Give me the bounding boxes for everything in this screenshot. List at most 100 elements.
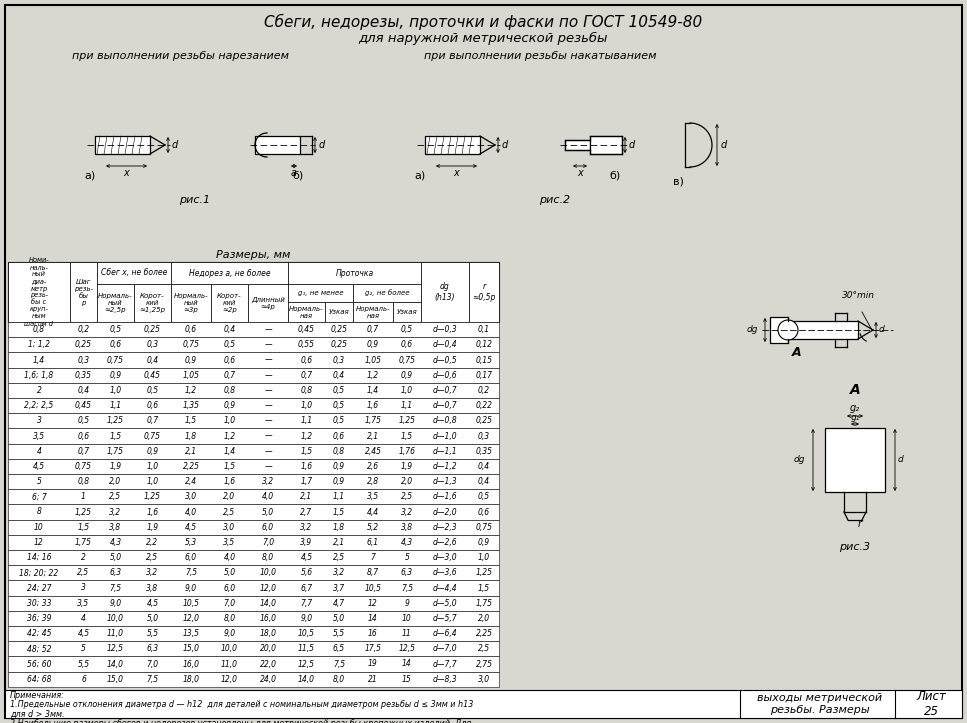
Text: 0,1: 0,1 xyxy=(478,325,490,334)
Text: 0,2: 0,2 xyxy=(77,325,90,334)
Text: 11,0: 11,0 xyxy=(107,629,124,638)
Text: dg
(h13): dg (h13) xyxy=(435,282,455,301)
Text: 3,8: 3,8 xyxy=(146,583,159,593)
Text: 0,7: 0,7 xyxy=(146,416,159,425)
Text: 6; 7: 6; 7 xyxy=(32,492,46,501)
Text: 6,0: 6,0 xyxy=(262,523,274,531)
Text: 7,0: 7,0 xyxy=(262,538,274,547)
Text: 11,0: 11,0 xyxy=(221,659,238,669)
Text: 14; 16: 14; 16 xyxy=(27,553,51,562)
Text: d—7,7: d—7,7 xyxy=(432,659,457,669)
Text: 1,5: 1,5 xyxy=(301,447,312,455)
Text: 0,5: 0,5 xyxy=(223,341,236,349)
Text: 0,8: 0,8 xyxy=(333,447,345,455)
Text: 1,76: 1,76 xyxy=(398,447,416,455)
Text: 3,9: 3,9 xyxy=(301,538,312,547)
Text: 12,5: 12,5 xyxy=(298,659,315,669)
Text: 3,5: 3,5 xyxy=(366,492,379,501)
Text: d—0,3: d—0,3 xyxy=(432,325,457,334)
Text: 10,5: 10,5 xyxy=(183,599,199,608)
Text: d—6,4: d—6,4 xyxy=(432,629,457,638)
Text: 5,0: 5,0 xyxy=(146,614,159,623)
Text: 0,45: 0,45 xyxy=(144,371,161,380)
Text: —: — xyxy=(264,386,272,395)
Bar xyxy=(171,262,288,284)
Text: 3,7: 3,7 xyxy=(333,583,345,593)
Text: 18; 20; 22: 18; 20; 22 xyxy=(19,568,59,577)
Text: 0,12: 0,12 xyxy=(476,341,492,349)
Text: б): б) xyxy=(609,171,621,181)
Text: 1,9: 1,9 xyxy=(146,523,159,531)
Bar xyxy=(248,284,288,322)
Text: 2,4: 2,4 xyxy=(185,477,197,486)
Text: 3,0: 3,0 xyxy=(478,675,490,684)
Text: 1,2: 1,2 xyxy=(223,432,236,440)
Text: 2,25: 2,25 xyxy=(476,629,492,638)
Bar xyxy=(8,656,499,672)
Text: 0,9: 0,9 xyxy=(185,356,197,364)
Text: Длинный
≈4р: Длинный ≈4р xyxy=(251,296,285,309)
Text: 1,8: 1,8 xyxy=(185,432,197,440)
Text: 0,15: 0,15 xyxy=(476,356,492,364)
Text: d—5,0: d—5,0 xyxy=(432,599,457,608)
Text: 4,5: 4,5 xyxy=(185,523,197,531)
Text: 0,3: 0,3 xyxy=(146,341,159,349)
Text: 9,0: 9,0 xyxy=(109,599,122,608)
Text: —: — xyxy=(264,371,272,380)
Text: выходы метрической
резьбы. Размеры: выходы метрической резьбы. Размеры xyxy=(757,693,883,715)
Text: 14: 14 xyxy=(368,614,378,623)
Bar xyxy=(255,136,300,154)
Text: 0,75: 0,75 xyxy=(144,432,161,440)
Text: dg: dg xyxy=(747,325,758,335)
Text: d—3,6: d—3,6 xyxy=(432,568,457,577)
Text: 6,7: 6,7 xyxy=(301,583,312,593)
Text: 1,25: 1,25 xyxy=(476,568,492,577)
Text: 0,17: 0,17 xyxy=(476,371,492,380)
Text: 0,6: 0,6 xyxy=(223,356,236,364)
Text: 2,1: 2,1 xyxy=(366,432,379,440)
Text: 7,5: 7,5 xyxy=(185,568,197,577)
Text: 0,6: 0,6 xyxy=(77,432,90,440)
Text: r
≈0,5р: r ≈0,5р xyxy=(472,282,496,301)
Text: 1,75: 1,75 xyxy=(365,416,382,425)
Text: 2,7: 2,7 xyxy=(301,508,312,516)
Text: 42; 45: 42; 45 xyxy=(27,629,51,638)
Text: 5,3: 5,3 xyxy=(185,538,197,547)
Text: 1,1: 1,1 xyxy=(401,401,413,410)
Bar xyxy=(70,262,97,322)
Text: 2,45: 2,45 xyxy=(365,447,382,455)
Text: 1,6; 1,8: 1,6; 1,8 xyxy=(24,371,53,380)
Text: 14,0: 14,0 xyxy=(107,659,124,669)
Text: 5,5: 5,5 xyxy=(77,659,90,669)
Text: —: — xyxy=(264,432,272,440)
Text: 18,0: 18,0 xyxy=(183,675,199,684)
Text: 2,5: 2,5 xyxy=(109,492,122,501)
Text: 1,75: 1,75 xyxy=(476,599,492,608)
Text: 0,5: 0,5 xyxy=(401,325,413,334)
Text: а): а) xyxy=(415,171,425,181)
Text: 21: 21 xyxy=(368,675,378,684)
Text: 12,0: 12,0 xyxy=(259,583,277,593)
Text: 12: 12 xyxy=(34,538,44,547)
Text: 13,5: 13,5 xyxy=(183,629,199,638)
Text: 1,5: 1,5 xyxy=(478,583,490,593)
Text: 1,5: 1,5 xyxy=(401,432,413,440)
Text: x: x xyxy=(124,168,130,178)
Text: x: x xyxy=(454,168,459,178)
Text: 1; 1,2: 1; 1,2 xyxy=(28,341,50,349)
Text: 1,75: 1,75 xyxy=(75,538,92,547)
Text: 0,45: 0,45 xyxy=(75,401,92,410)
Text: 0,7: 0,7 xyxy=(301,371,312,380)
Text: d: d xyxy=(898,455,904,464)
Text: 7,0: 7,0 xyxy=(146,659,159,669)
Text: 4,0: 4,0 xyxy=(223,553,236,562)
Bar xyxy=(469,262,499,322)
Text: 7,0: 7,0 xyxy=(223,599,236,608)
Text: 0,6: 0,6 xyxy=(109,341,122,349)
Text: g₂, не более: g₂, не более xyxy=(365,290,409,296)
Text: 0,35: 0,35 xyxy=(476,447,492,455)
Bar xyxy=(8,398,499,414)
Text: d—5,7: d—5,7 xyxy=(432,614,457,623)
Text: 3,2: 3,2 xyxy=(333,568,345,577)
Text: 56; 60: 56; 60 xyxy=(27,659,51,669)
